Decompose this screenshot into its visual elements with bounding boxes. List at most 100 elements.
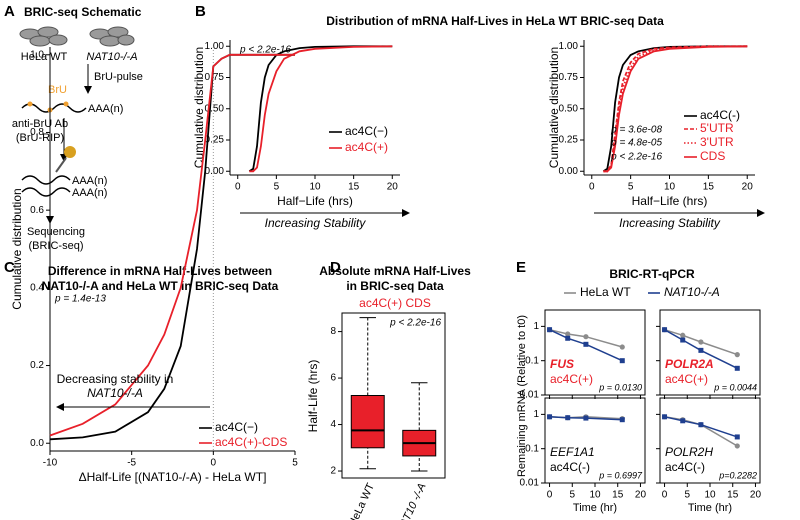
x-tick-label: 0: [235, 182, 241, 193]
y-tick-label: 0.1: [525, 355, 539, 366]
gene-group: ac4C(-): [550, 460, 590, 474]
point: [565, 415, 571, 421]
x-axis-label: Half−Life (hrs): [277, 194, 353, 208]
arrow-label: NAT10-/-A: [87, 386, 143, 400]
p-value: p=0.2282: [718, 470, 757, 480]
point: [680, 418, 686, 424]
y-tick-label: 0.25: [205, 135, 225, 146]
line-series: [248, 45, 393, 173]
x-tick-label: 15: [703, 182, 715, 193]
tail: AAA(n): [72, 175, 107, 187]
point: [565, 331, 571, 337]
tail: AAA(n): [72, 187, 107, 199]
schematic-title: BRIC-seq Schematic: [24, 5, 142, 19]
y-tick-label: 1.00: [559, 41, 579, 52]
arrow-label: Decreasing stability in: [57, 372, 174, 386]
gene-group: ac4C(+): [550, 372, 593, 386]
bru: [27, 101, 69, 113]
x-tick-label: 5: [569, 490, 575, 501]
p-value: p = 1.4e-13: [54, 294, 106, 305]
gene-name: POLR2H: [665, 445, 713, 459]
line-series: [549, 416, 623, 421]
tail: AAA(n): [88, 103, 123, 115]
chart-title: NAT10-/-A and HeLa WT in BRIC-seq Data: [42, 279, 279, 293]
point: [662, 327, 668, 333]
chart-title: Difference in mRNA Half-Lives between: [48, 264, 272, 278]
y-tick-label: 1: [533, 409, 539, 420]
point: [583, 415, 589, 421]
x-tick-label: 10: [664, 182, 676, 193]
chart-title: Distribution of mRNA Half-Lives in HeLa …: [326, 14, 664, 28]
y-tick-label: 1.0: [30, 49, 44, 60]
arrow-label: Increasing Stability: [619, 216, 721, 230]
line-series: [664, 416, 738, 438]
point: [565, 335, 571, 341]
p-value: p = 0.6997: [598, 470, 643, 480]
step: anti-BrU Ab: [12, 118, 68, 130]
chart-title: in BRIC-seq Data: [346, 279, 444, 293]
point: [680, 337, 686, 343]
y-tick-label: 0.50: [205, 103, 225, 114]
rna: [21, 175, 71, 185]
line-series: [549, 329, 623, 362]
line-series: [664, 328, 738, 356]
y-tick-label: 1.00: [205, 41, 225, 52]
y-tick-label: 0.00: [205, 166, 225, 177]
y-tick-label: 0.6: [30, 205, 44, 216]
point: [734, 352, 740, 358]
y-tick-label: 0.8: [30, 127, 44, 138]
cells: [19, 26, 135, 47]
point: [698, 347, 704, 353]
x-tick-label: 20: [750, 490, 762, 501]
legend-label: 5'UTR: [700, 121, 734, 135]
x-tick-label: 15: [727, 490, 739, 501]
legend-label: HeLa WT: [580, 285, 631, 299]
x-tick-label: 15: [348, 182, 360, 193]
point: [734, 434, 740, 440]
y-tick-label: 0.01: [520, 478, 540, 489]
x-tick-label: 0: [211, 458, 217, 469]
step: (BRIC-seq): [28, 240, 83, 252]
x-tick-label: 0: [662, 490, 668, 501]
p-value: p = 3.6e-08: [610, 125, 662, 136]
y-axis-label: Remaining mRNA (Relative to t0): [516, 315, 528, 477]
y-tick-label: 0.01: [520, 390, 540, 401]
y-axis-label: Half-Life (hrs): [306, 360, 320, 433]
y-tick-label: 0.2: [30, 360, 44, 371]
y-axis-label: Cumulative distribution: [192, 47, 206, 168]
schematic: A BRIC-seq Schematic HeLa WT NAT10-/-A B…: [4, 3, 143, 252]
y-tick-label: 0.0: [30, 438, 44, 449]
gene-name: POLR2A: [665, 357, 714, 371]
rna: [21, 187, 71, 197]
subtitle: ac4C(+) CDS: [359, 296, 431, 310]
point: [662, 414, 668, 420]
panel-letter: B: [195, 3, 206, 20]
x-axis-label: ΔHalf-Life [(NAT10-/-A) - HeLa WT]: [79, 470, 267, 484]
panel-letter: C: [4, 259, 15, 276]
y-axis-label: Cumulative distribution: [10, 188, 24, 309]
p-value: p = 0.0044: [713, 382, 757, 392]
point: [619, 417, 625, 423]
box: [350, 395, 385, 449]
line-series: [664, 329, 738, 369]
x-tick-label: 5: [684, 490, 690, 501]
legend-label: ac4C(+)-CDS: [215, 435, 287, 449]
legend-label: 3'UTR: [700, 135, 734, 149]
step: (BrU-RIP): [16, 132, 64, 144]
p-value: p = 0.0130: [598, 382, 642, 392]
y-tick-label: 0.25: [559, 135, 579, 146]
point: [619, 358, 625, 364]
p-value: p < 2.2e-16: [610, 152, 662, 163]
point: [583, 341, 589, 347]
step: Sequencing: [27, 226, 85, 238]
p-value: p < 2.2e-16: [389, 318, 441, 329]
line-series: [602, 45, 748, 173]
y-tick-label: 0.1: [525, 443, 539, 454]
p-value: p < 2.2e-16: [239, 45, 291, 56]
y-tick-label: 6: [330, 373, 336, 384]
label: BrU: [48, 84, 67, 96]
gene-name: FUS: [550, 357, 574, 371]
x-tick-label: NAT10 -/-A: [395, 481, 429, 520]
point: [619, 344, 625, 350]
